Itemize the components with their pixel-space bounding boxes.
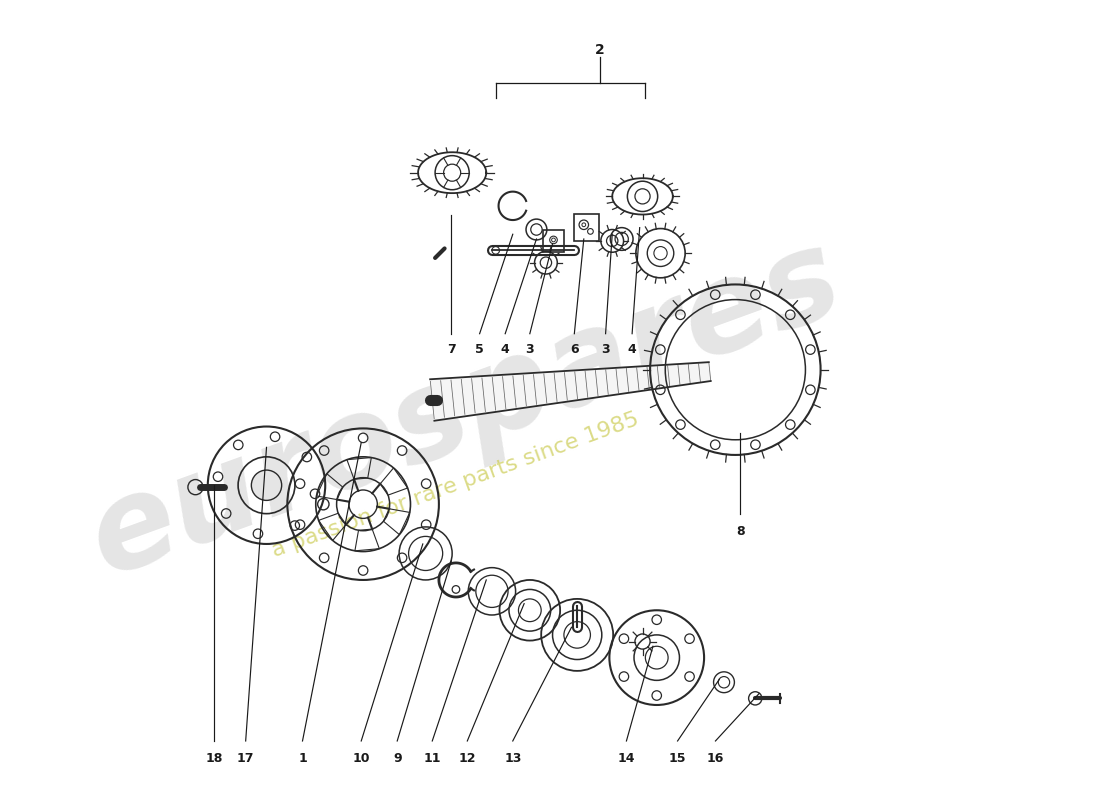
Text: 17: 17 <box>236 752 254 766</box>
Text: 5: 5 <box>475 343 484 356</box>
Text: 4: 4 <box>500 343 509 356</box>
Text: 16: 16 <box>707 752 724 766</box>
Text: 1: 1 <box>298 752 307 766</box>
Text: 13: 13 <box>504 752 521 766</box>
Text: 11: 11 <box>424 752 441 766</box>
Bar <box>574 214 600 241</box>
Text: 2: 2 <box>595 42 605 57</box>
Text: 9: 9 <box>393 752 402 766</box>
Bar <box>543 230 564 252</box>
Text: a passion for rare parts since 1985: a passion for rare parts since 1985 <box>270 410 642 562</box>
Text: 6: 6 <box>570 343 579 356</box>
Text: eurospares: eurospares <box>74 218 857 602</box>
Text: 12: 12 <box>459 752 476 766</box>
Text: 14: 14 <box>618 752 635 766</box>
Text: 18: 18 <box>206 752 223 766</box>
Text: 8: 8 <box>736 525 745 538</box>
Text: 15: 15 <box>669 752 686 766</box>
Text: 3: 3 <box>526 343 535 356</box>
Polygon shape <box>430 362 711 421</box>
Text: 7: 7 <box>447 343 455 356</box>
Text: 3: 3 <box>602 343 609 356</box>
Text: 4: 4 <box>628 343 637 356</box>
Text: 10: 10 <box>352 752 370 766</box>
Circle shape <box>252 470 282 500</box>
